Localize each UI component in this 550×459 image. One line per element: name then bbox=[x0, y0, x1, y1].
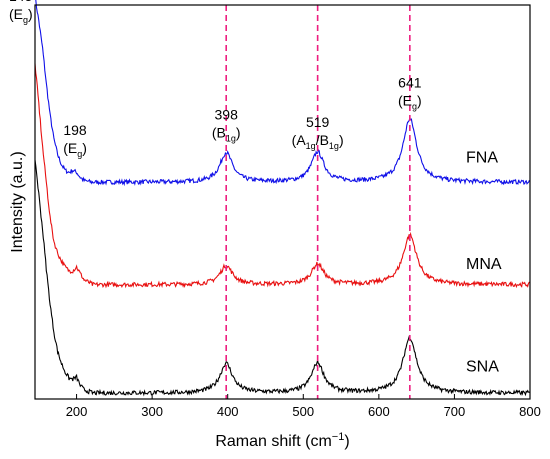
series-sna-line bbox=[34, 159, 531, 397]
reference-lines bbox=[225, 5, 411, 399]
x-tick-label-300: 300 bbox=[141, 404, 163, 419]
x-tick-label-500: 500 bbox=[292, 404, 314, 419]
x-ticks: 200 300 400 500 600 700 800 bbox=[66, 394, 541, 419]
peak-mode-398: (B1g) bbox=[212, 124, 241, 143]
x-tick-label-400: 400 bbox=[217, 404, 239, 419]
annotations: FNA MNA SNA 145 (Eg) 198 (Eg) 398 (B1g) 519 (A1g/B… bbox=[9, 0, 502, 375]
peak-mode-641: (Eg) bbox=[398, 93, 422, 112]
peak-mode-145: (Eg) bbox=[9, 6, 33, 25]
peak-mode-519: (A1g/B1g) bbox=[292, 132, 344, 151]
x-tick-label-200: 200 bbox=[66, 404, 88, 419]
peak-label-641: 641 bbox=[398, 75, 422, 91]
series-sna-label: SNA bbox=[466, 358, 499, 375]
series-mna-line bbox=[34, 63, 530, 289]
peak-mode-198: (Eg) bbox=[63, 140, 87, 159]
x-tick-label-600: 600 bbox=[368, 404, 390, 419]
peak-label-198: 198 bbox=[63, 122, 87, 138]
peak-label-398: 398 bbox=[215, 106, 239, 122]
x-axis-title: Raman shift (cm−1) bbox=[215, 431, 349, 450]
x-tick-label-700: 700 bbox=[444, 404, 466, 419]
y-axis-title: Intensity (a.u.) bbox=[9, 151, 26, 252]
x-tick-label-800: 800 bbox=[519, 404, 541, 419]
series-fna-line bbox=[35, 0, 531, 187]
plot-frame bbox=[34, 4, 531, 400]
series-layer bbox=[34, 0, 531, 397]
series-mna-label: MNA bbox=[466, 256, 502, 273]
peak-label-145: 145 bbox=[9, 0, 33, 4]
peak-label-519: 519 bbox=[306, 114, 330, 130]
series-fna-label: FNA bbox=[466, 150, 498, 167]
